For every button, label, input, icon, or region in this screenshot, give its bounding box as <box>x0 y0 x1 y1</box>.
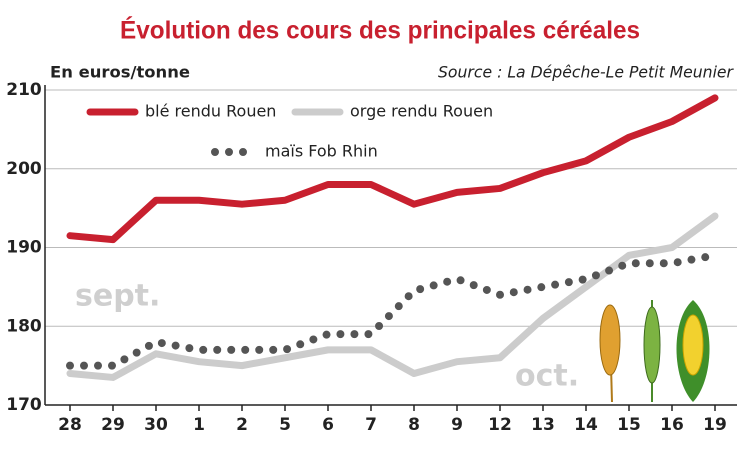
x-tick-label: 12 <box>488 415 512 435</box>
legend-label: maïs Fob Rhin <box>265 142 378 161</box>
x-tick-label: 15 <box>617 415 641 435</box>
x-tick-label: 5 <box>279 415 291 435</box>
x-tick-label: 14 <box>574 415 598 435</box>
x-tick-label: 1 <box>193 415 205 435</box>
source: Source : La Dépêche-Le Petit Meunier <box>438 63 734 82</box>
y-tick-label: 170 <box>6 395 42 415</box>
x-tick-label: 16 <box>660 415 684 435</box>
y-tick-label: 200 <box>6 159 42 179</box>
series-line <box>66 251 719 370</box>
x-tick-label: 30 <box>144 415 168 435</box>
x-tick-label: 2 <box>236 415 248 435</box>
period-annotation: sept. <box>75 279 160 314</box>
x-tick-label: 7 <box>365 415 377 435</box>
x-tick-label: 6 <box>322 415 334 435</box>
x-tick-label: 28 <box>58 415 82 435</box>
y-tick-label: 190 <box>6 238 42 258</box>
x-tick-label: 29 <box>101 415 125 435</box>
y-tick-label: 210 <box>6 80 42 100</box>
y-tick-label: 180 <box>6 316 42 336</box>
x-tick-label: 9 <box>451 415 463 435</box>
period-annotation: oct. <box>515 359 579 394</box>
y-axis-label: En euros/tonne <box>50 63 190 82</box>
legend-label: blé rendu Rouen <box>145 102 276 121</box>
x-tick-label: 19 <box>703 415 727 435</box>
x-tick-label: 13 <box>531 415 555 435</box>
x-tick-label: 8 <box>408 415 420 435</box>
chart-title: Évolution des cours des principales céré… <box>120 16 640 45</box>
legend-label: orge rendu Rouen <box>350 102 493 121</box>
series-line <box>66 94 719 244</box>
cereal-icons <box>599 300 710 403</box>
